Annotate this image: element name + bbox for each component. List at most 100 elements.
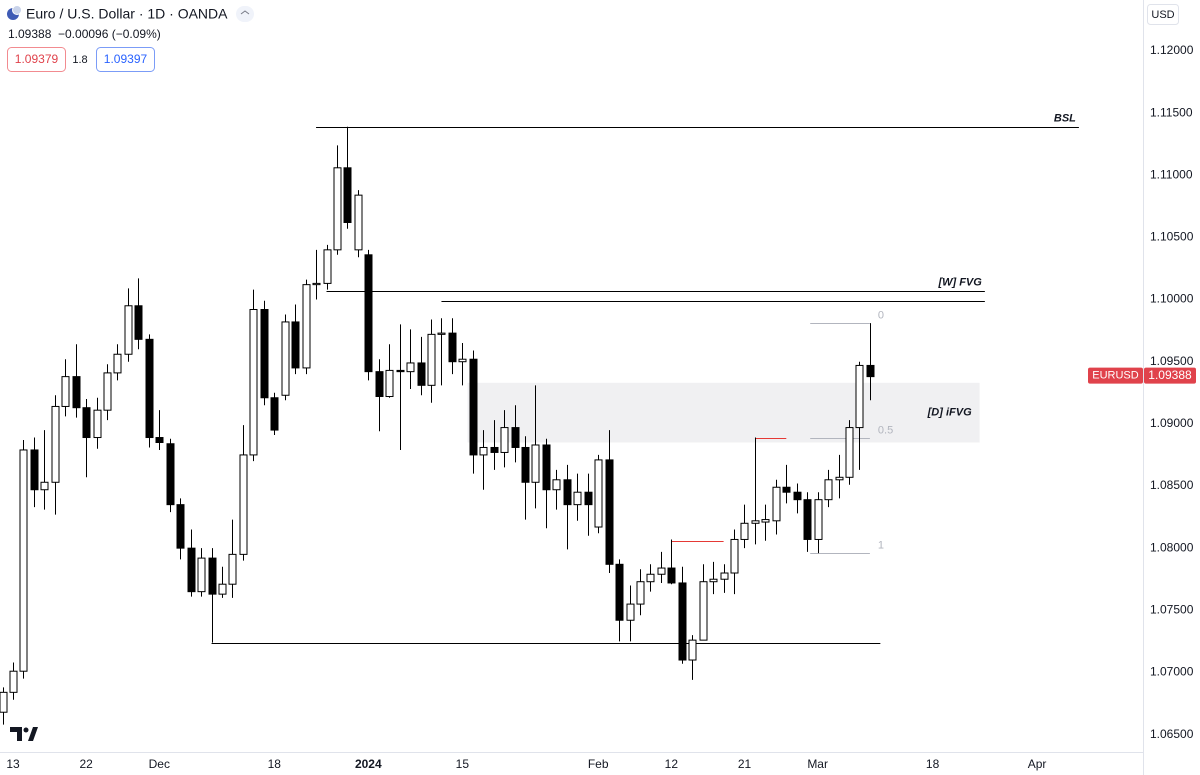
candle-body xyxy=(343,167,352,223)
candle-body xyxy=(761,519,770,523)
candle-body xyxy=(437,332,446,335)
y-tick-label: 1.11500 xyxy=(1150,105,1193,119)
zone-label: [D] iFVG xyxy=(927,407,972,419)
candle-body xyxy=(751,520,760,524)
y-tick-label: 1.08000 xyxy=(1150,540,1194,554)
candle-body xyxy=(563,479,572,506)
price-tag xyxy=(1144,367,1196,384)
tv-logo xyxy=(10,727,38,741)
candle-body xyxy=(103,372,112,411)
candle-body xyxy=(9,670,18,693)
candle-body xyxy=(197,557,206,593)
logo-part xyxy=(10,727,22,741)
candle-body xyxy=(782,486,791,493)
y-tick-label: 1.07000 xyxy=(1150,665,1194,679)
buy-button[interactable] xyxy=(96,47,155,72)
candle-body xyxy=(521,446,530,483)
candle-body xyxy=(239,454,248,555)
candle-body xyxy=(375,371,384,398)
currency-button[interactable] xyxy=(1147,4,1179,25)
last-price: 1.09388 xyxy=(8,27,52,41)
candle-body xyxy=(678,582,687,661)
candle-body xyxy=(824,479,833,501)
candle-body xyxy=(0,691,8,713)
candle-body xyxy=(145,338,154,439)
x-tick-label: Dec xyxy=(149,757,170,771)
x-tick-label: 18 xyxy=(926,757,940,771)
candle-body xyxy=(740,522,749,540)
x-tick-label: 22 xyxy=(79,757,93,771)
logo-part xyxy=(23,727,29,733)
symbol-tag-label: EURUSD xyxy=(1092,370,1139,382)
candle-body xyxy=(511,427,520,448)
x-tick-label: 18 xyxy=(268,757,282,771)
candle-body xyxy=(208,557,217,595)
candle-body xyxy=(479,446,488,456)
candle-body xyxy=(814,499,823,540)
y-tick-label: 1.08500 xyxy=(1150,478,1194,492)
candle-body xyxy=(124,305,133,355)
candle-body xyxy=(552,479,561,491)
candle-body xyxy=(835,476,844,481)
candle-body xyxy=(699,581,708,641)
fib-label: 1 xyxy=(878,539,884,551)
candle-body xyxy=(772,486,781,522)
candle-body xyxy=(166,443,175,506)
x-tick-label: Feb xyxy=(588,757,609,771)
spread: 1.8 xyxy=(72,54,87,66)
candle-body xyxy=(113,353,122,374)
candle-body xyxy=(40,481,49,491)
candle-body xyxy=(490,446,499,453)
candle-body xyxy=(730,538,739,574)
zone-layer: [D] iFVG xyxy=(467,382,980,443)
candle-body xyxy=(396,369,405,373)
candle-body xyxy=(19,449,28,672)
collapse-icon xyxy=(240,10,250,15)
y-tick-label: 1.09000 xyxy=(1150,416,1194,430)
y-tick-label: 1.09500 xyxy=(1150,354,1194,368)
candle-body xyxy=(354,194,363,251)
candle-body xyxy=(709,578,718,583)
candle-body xyxy=(333,167,342,251)
candle-body xyxy=(688,639,697,661)
symbol-icon xyxy=(12,5,22,15)
candle-body xyxy=(187,547,196,593)
y-tick-label: 1.06500 xyxy=(1150,727,1194,741)
x-tick-label: 13 xyxy=(6,757,20,771)
sell-button[interactable] xyxy=(7,47,66,72)
candle-body xyxy=(855,364,864,429)
logo-part xyxy=(28,727,38,741)
candle-body xyxy=(636,581,645,605)
x-tick-label: 21 xyxy=(738,757,752,771)
candle-body xyxy=(626,603,635,621)
x-tick-label: 12 xyxy=(665,757,679,771)
y-tick-label: 1.11000 xyxy=(1150,167,1193,181)
candle-body xyxy=(249,309,258,456)
candle-body xyxy=(427,333,436,386)
candle-body xyxy=(82,407,91,439)
candle-body xyxy=(531,444,540,483)
candle-body xyxy=(312,282,321,286)
candle-body xyxy=(364,254,373,373)
candle-body xyxy=(646,573,655,583)
candle-body xyxy=(657,567,666,575)
candle-body xyxy=(448,332,457,363)
symbol-title: Euro / U.S. Dollar · 1D · OANDA xyxy=(26,6,228,22)
candle-body xyxy=(500,427,509,453)
candle-body xyxy=(615,563,624,621)
candle-body xyxy=(793,491,802,501)
candle-body xyxy=(291,321,300,369)
header: Euro / U.S. Dollar · 1D · OANDA 1.09388 … xyxy=(7,4,1179,72)
candle-body xyxy=(385,369,394,398)
candle-body xyxy=(469,358,478,456)
collapse-button[interactable] xyxy=(236,6,254,22)
y-tick-label: 1.07500 xyxy=(1150,602,1194,616)
candle-body xyxy=(845,427,854,478)
level-label: [W] FVG xyxy=(937,276,982,288)
candle-body xyxy=(302,284,311,369)
candle-body xyxy=(406,362,415,373)
candle-body xyxy=(720,572,729,580)
price-tag-label: 1.09388 xyxy=(1148,368,1192,382)
